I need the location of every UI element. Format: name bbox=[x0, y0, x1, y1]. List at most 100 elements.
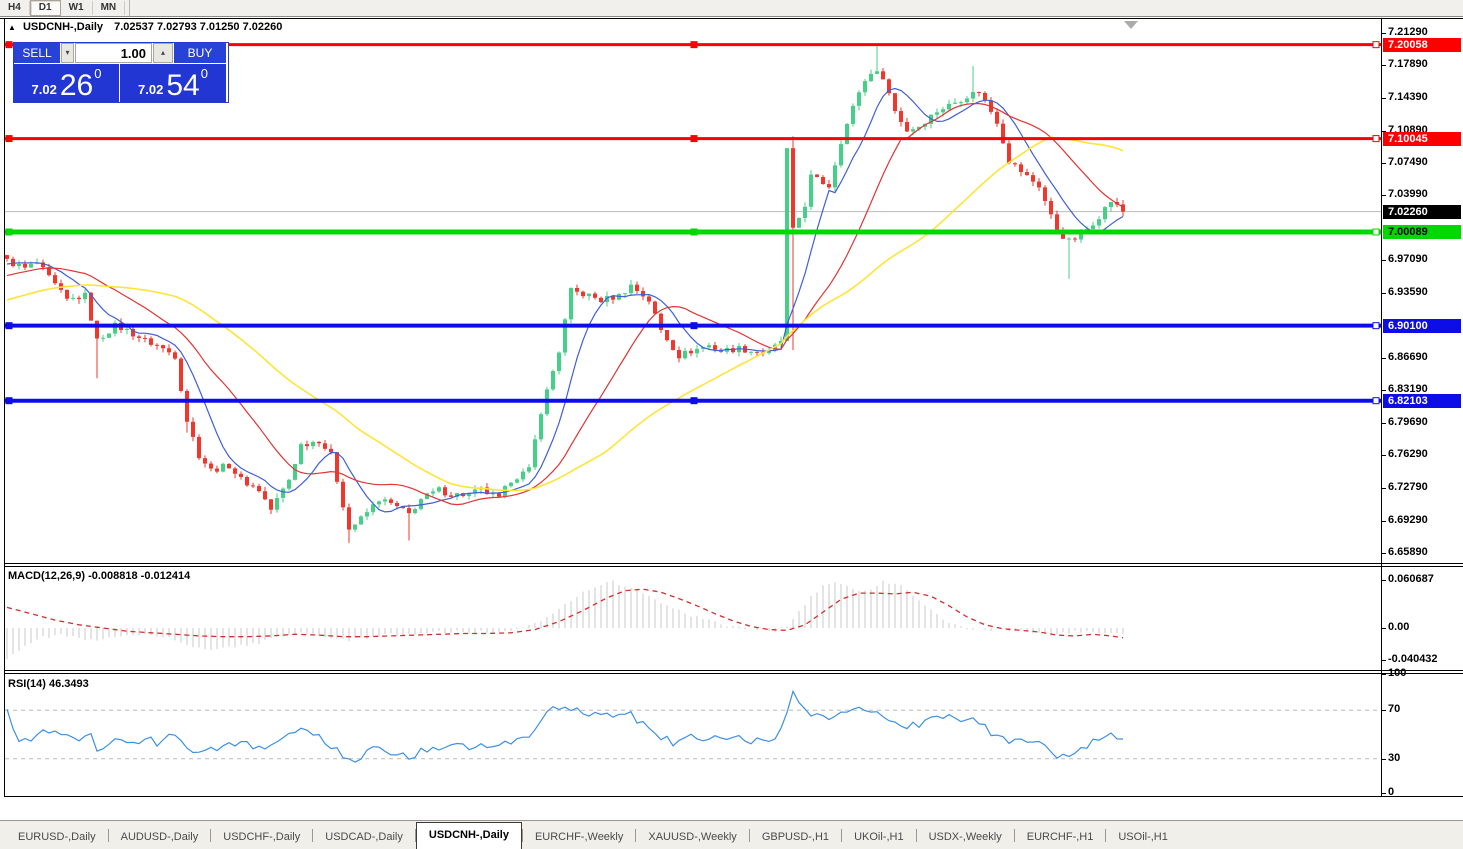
candle-up bbox=[503, 486, 507, 497]
timeframe-button-d1[interactable]: D1 bbox=[29, 0, 61, 16]
price-line-badge-7.00089: 7.00089 bbox=[1383, 224, 1461, 239]
buy-quote-panel[interactable]: 7.02 54 0 bbox=[120, 64, 226, 102]
ma-slow-line bbox=[6, 136, 1124, 492]
candle-down bbox=[143, 337, 147, 339]
chart-tab-xauusd-weekly[interactable]: XAUUSD-,Weekly bbox=[648, 831, 737, 843]
line-anchor-marker bbox=[5, 135, 13, 143]
candle-up bbox=[455, 493, 459, 497]
chart-tab-eurusd-daily[interactable]: EURUSD-,Daily bbox=[18, 831, 96, 843]
chart-tab-eurchf-weekly[interactable]: EURCHF-,Weekly bbox=[534, 831, 624, 843]
price-tick-label: 7.03990 bbox=[1388, 188, 1428, 201]
candle-up bbox=[539, 414, 543, 440]
candle-down bbox=[713, 345, 717, 350]
candle-down bbox=[899, 111, 903, 122]
candle-up bbox=[419, 499, 423, 510]
candle-down bbox=[677, 349, 681, 359]
candle-down bbox=[137, 336, 141, 338]
candle-up bbox=[527, 467, 531, 472]
price-tick-label: 6.79690 bbox=[1388, 416, 1428, 429]
chart-tab-usoil-h1[interactable]: USOil-,H1 bbox=[1118, 831, 1168, 843]
rsi-panel-canvas[interactable] bbox=[5, 674, 1381, 795]
candle-down bbox=[1019, 164, 1023, 173]
candle-up bbox=[521, 471, 525, 480]
horizontal-line-6.82103[interactable] bbox=[5, 397, 1381, 405]
chart-tab-ukoil-h1[interactable]: UKOil-,H1 bbox=[854, 831, 904, 843]
rsi-axis-label: 0 bbox=[1388, 786, 1395, 798]
sell-button[interactable]: SELL bbox=[14, 43, 60, 63]
price-tick-label: 7.07490 bbox=[1388, 155, 1428, 168]
candle-up bbox=[557, 352, 561, 372]
volume-up-icon[interactable]: ▴ bbox=[153, 43, 173, 63]
chart-tab-audusd-daily[interactable]: AUDUSD-,Daily bbox=[120, 831, 199, 843]
main-macd-splitter2 bbox=[4, 566, 1463, 567]
candle-down bbox=[23, 263, 27, 268]
chart-tab-usdx-weekly[interactable]: USDX-,Weekly bbox=[928, 831, 1002, 843]
price-tick-label: 6.93590 bbox=[1388, 285, 1428, 298]
candle-down bbox=[1025, 172, 1029, 176]
sell-price-small: 7.02 bbox=[31, 82, 57, 97]
sell-quote-panel[interactable]: 7.02 26 0 bbox=[14, 64, 119, 102]
line-anchor-marker bbox=[1372, 41, 1380, 49]
horizontal-line-6.90100[interactable] bbox=[5, 322, 1381, 330]
tab-divider bbox=[748, 828, 750, 842]
price-tick-mark bbox=[1381, 357, 1386, 359]
price-tick-label: 6.72790 bbox=[1388, 481, 1428, 494]
main-macd-splitter[interactable] bbox=[4, 563, 1463, 564]
candle-up bbox=[833, 165, 837, 188]
chart-title: ▲ USDCNH-,Daily 7.02537 7.02793 7.01250 … bbox=[8, 21, 282, 33]
horizontal-line-7.20058[interactable] bbox=[5, 41, 1381, 49]
macd-tick-mark bbox=[1381, 627, 1386, 629]
price-tick-label: 6.97090 bbox=[1388, 253, 1428, 266]
candle-down bbox=[791, 148, 795, 228]
volume-down-icon[interactable]: ▾ bbox=[61, 43, 74, 63]
rsi-axis-label: 30 bbox=[1388, 751, 1401, 764]
candle-down bbox=[1001, 123, 1005, 144]
rsi-axis-label: 100 bbox=[1388, 667, 1407, 679]
candle-down bbox=[983, 92, 987, 101]
candle-up bbox=[605, 296, 609, 303]
candle-down bbox=[245, 476, 249, 486]
price-tick-mark bbox=[1381, 423, 1386, 425]
candle-down bbox=[269, 499, 273, 510]
candle-up bbox=[1067, 238, 1071, 240]
collapse-trade-panel-arrow[interactable]: ▲ bbox=[8, 23, 16, 32]
horizontal-line-7.10045[interactable] bbox=[5, 135, 1381, 143]
chart-tab-usdcad-daily[interactable]: USDCAD-,Daily bbox=[325, 831, 403, 843]
candle-down bbox=[329, 448, 333, 453]
candle-down bbox=[401, 506, 405, 509]
time-axis[interactable] bbox=[0, 796, 1463, 818]
line-anchor-marker bbox=[690, 228, 698, 236]
horizontal-line-7.00089[interactable] bbox=[5, 228, 1381, 236]
candle-down bbox=[1049, 200, 1053, 215]
sell-price-sup: 0 bbox=[94, 66, 102, 81]
macd-panel-canvas[interactable] bbox=[5, 567, 1381, 669]
rsi-indicator-label: RSI(14) 46.3493 bbox=[8, 678, 89, 690]
rsi-tick-mark bbox=[1381, 758, 1386, 760]
price-tick-label: 7.17890 bbox=[1388, 57, 1428, 70]
candle-down bbox=[689, 350, 693, 354]
chart-tab-usdcnh-daily[interactable]: USDCNH-,Daily bbox=[415, 822, 522, 849]
candle-up bbox=[113, 322, 117, 334]
candle-down bbox=[335, 452, 339, 482]
volume-input[interactable] bbox=[75, 43, 152, 63]
timeframe-toolbar: H4 D1 W1 MN bbox=[0, 0, 1463, 17]
candle-up bbox=[563, 319, 567, 353]
price-chart-canvas[interactable] bbox=[5, 18, 1381, 563]
timeframe-button-mn[interactable]: MN bbox=[93, 1, 126, 15]
candle-up bbox=[953, 102, 957, 104]
scroll-to-end-marker[interactable] bbox=[1124, 21, 1138, 29]
candle-down bbox=[197, 436, 201, 459]
chart-tab-gbpusd-h1[interactable]: GBPUSD-,H1 bbox=[761, 831, 830, 843]
price-tick-mark bbox=[1381, 488, 1386, 490]
candle-down bbox=[575, 287, 579, 292]
timeframe-button-h4[interactable]: H4 bbox=[0, 1, 30, 15]
chart-tab-eurchf-h1[interactable]: EURCHF-,H1 bbox=[1026, 831, 1094, 843]
chart-tab-usdchf-daily[interactable]: USDCHF-,Daily bbox=[223, 831, 301, 843]
price-tick-label: 6.65890 bbox=[1388, 545, 1428, 558]
candle-down bbox=[305, 444, 309, 447]
price-tick-label: 6.76290 bbox=[1388, 448, 1428, 461]
macd-rsi-splitter[interactable] bbox=[4, 670, 1463, 671]
buy-button[interactable]: BUY bbox=[174, 43, 226, 63]
timeframe-button-w1[interactable]: W1 bbox=[61, 1, 93, 15]
